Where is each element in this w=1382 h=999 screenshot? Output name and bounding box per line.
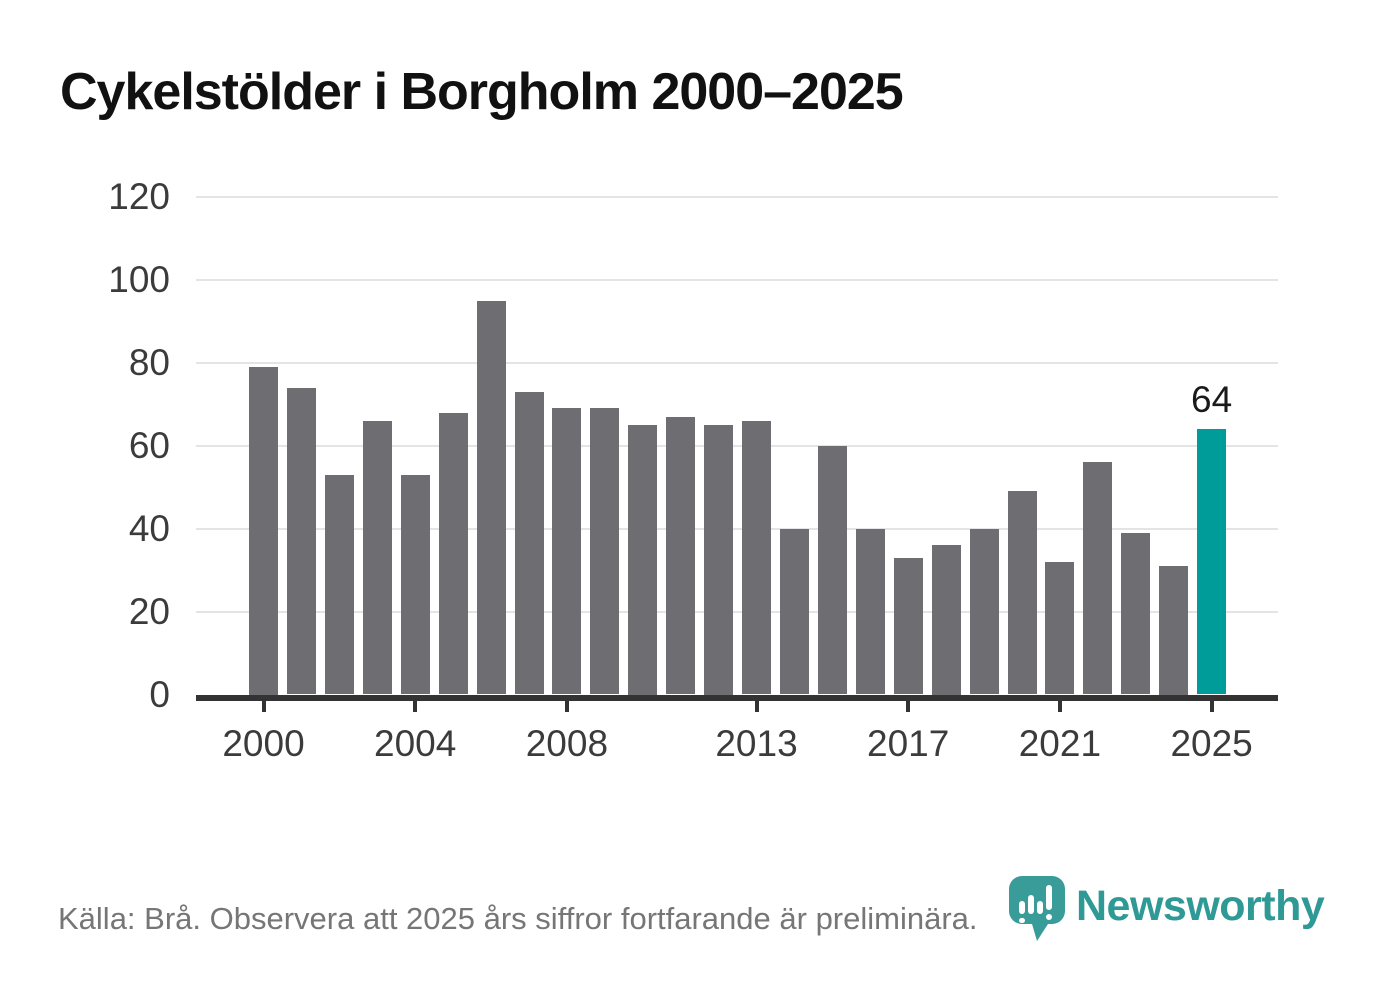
- gridline-80: [196, 361, 1278, 364]
- bar-2025: [1197, 429, 1227, 695]
- x-tick-2025: [1209, 700, 1214, 712]
- y-axis-label-0: 0: [149, 673, 170, 715]
- bar-2010: [628, 425, 658, 695]
- bar-2005: [438, 412, 468, 695]
- x-axis-label-2008: 2008: [525, 722, 609, 764]
- gridline-60: [196, 444, 1278, 447]
- gridline-40: [196, 527, 1278, 530]
- bar-2011: [666, 416, 696, 695]
- gridline-120: [196, 196, 1278, 198]
- bar-2000: [249, 367, 278, 695]
- bar-2021: [1045, 561, 1075, 695]
- bar-2012: [704, 425, 734, 695]
- bar-2018: [931, 545, 961, 695]
- gridline-20: [196, 610, 1278, 613]
- x-axis-label-2021: 2021: [1018, 722, 1102, 764]
- y-axis-label-40: 40: [128, 507, 170, 549]
- y-axis-label-80: 80: [128, 341, 170, 383]
- x-tick-2013: [754, 700, 759, 712]
- bar-2009: [590, 408, 620, 695]
- bar-2014: [779, 528, 809, 695]
- bar-2024: [1159, 566, 1189, 695]
- bar-2007: [514, 391, 544, 695]
- x-axis-label-2004: 2004: [374, 722, 457, 764]
- bar-2016: [855, 528, 885, 695]
- highlight-value-label: 64: [1191, 379, 1233, 421]
- gridline-100: [196, 278, 1278, 281]
- bar-2004: [400, 474, 430, 695]
- bar-2002: [324, 474, 354, 695]
- bar-2001: [286, 387, 316, 695]
- y-axis-label-100: 100: [108, 258, 170, 300]
- y-axis-label-60: 60: [128, 424, 170, 466]
- bar-2019: [969, 528, 999, 695]
- x-axis-line: [196, 694, 1278, 701]
- bar-2008: [552, 408, 582, 695]
- bar-2020: [1007, 491, 1037, 695]
- bar-2013: [742, 420, 771, 695]
- x-axis-label-2025: 2025: [1170, 722, 1253, 764]
- bar-2015: [817, 445, 847, 695]
- bar-2017: [893, 557, 923, 695]
- newsworthy-logo: Newsworthy: [1009, 876, 1325, 942]
- x-tick-2000: [261, 700, 266, 712]
- x-tick-2008: [564, 700, 569, 712]
- bar-2022: [1083, 462, 1113, 695]
- bar-2006: [476, 300, 506, 695]
- x-axis-label-2017: 2017: [867, 722, 950, 764]
- x-tick-2004: [413, 700, 418, 712]
- newsworthy-pin-icon: [1009, 876, 1065, 941]
- bar-2023: [1121, 532, 1151, 695]
- y-axis-label-20: 20: [128, 590, 170, 632]
- bar-2003: [362, 420, 392, 695]
- source-note: Källa: Brå. Observera att 2025 års siffr…: [58, 901, 978, 936]
- newsworthy-wordmark: Newsworthy: [1076, 882, 1325, 930]
- x-axis-label-2000: 2000: [222, 722, 305, 764]
- y-axis-label-120: 120: [108, 176, 170, 217]
- x-tick-2017: [906, 700, 911, 712]
- x-tick-2021: [1057, 700, 1062, 712]
- chart-title: Cykelstölder i Borgholm 2000–2025: [60, 63, 904, 121]
- x-axis-label-2013: 2013: [715, 722, 798, 764]
